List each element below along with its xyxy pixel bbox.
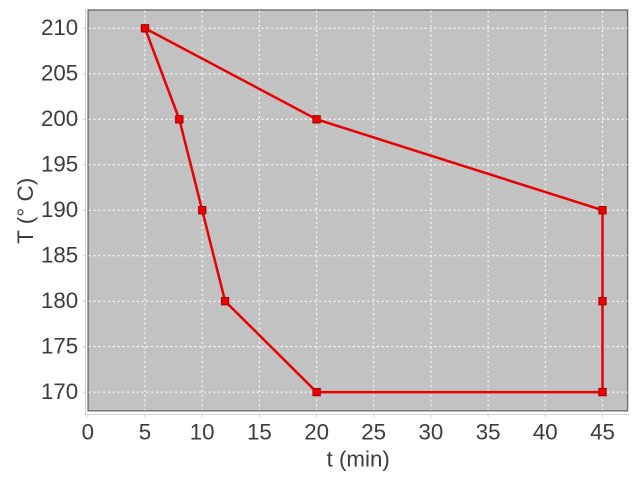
svg-text:195: 195 [41, 152, 78, 177]
svg-text:10: 10 [190, 419, 215, 444]
svg-text:40: 40 [533, 419, 558, 444]
svg-text:5: 5 [139, 419, 151, 444]
svg-text:175: 175 [41, 334, 78, 359]
svg-text:180: 180 [41, 288, 78, 313]
svg-text:35: 35 [476, 419, 501, 444]
svg-text:0: 0 [82, 419, 94, 444]
svg-text:190: 190 [41, 197, 78, 222]
svg-text:205: 205 [41, 61, 78, 86]
svg-text:170: 170 [41, 379, 78, 404]
svg-text:T (° C): T (° C) [13, 178, 38, 244]
svg-text:185: 185 [41, 243, 78, 268]
svg-text:45: 45 [590, 419, 615, 444]
svg-text:200: 200 [41, 106, 78, 131]
svg-text:t (min): t (min) [327, 446, 390, 471]
svg-text:25: 25 [361, 419, 386, 444]
svg-text:15: 15 [247, 419, 272, 444]
svg-text:210: 210 [41, 15, 78, 40]
svg-text:20: 20 [304, 419, 329, 444]
svg-text:30: 30 [418, 419, 443, 444]
